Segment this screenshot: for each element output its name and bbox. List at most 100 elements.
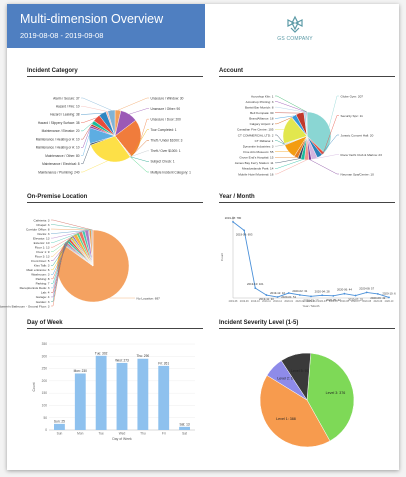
x-tick-label: 2020-10	[385, 300, 394, 303]
section-title: Year / Month	[219, 194, 395, 203]
leader-line	[275, 106, 305, 113]
slice-label: Exterior: 10	[34, 241, 50, 245]
leader-line	[51, 219, 93, 231]
leader-line	[130, 156, 149, 173]
x-tick-label: 2020-04	[318, 300, 327, 303]
year-month-header: Year / Month	[219, 194, 395, 203]
slice-label: Unsecure / Door: 200	[151, 117, 182, 121]
leader-line	[129, 108, 149, 115]
data-point	[321, 294, 324, 297]
leader-line	[328, 95, 339, 127]
slice-label: Multiple Incident Category: 1	[151, 170, 192, 174]
data-label: 2019-12: 10	[270, 291, 285, 295]
leader-line	[310, 159, 339, 175]
leader-line	[131, 129, 149, 157]
x-tick-label: 2019-11	[262, 300, 271, 303]
leader-line	[81, 97, 112, 111]
data-label: Fri: 261	[158, 361, 169, 365]
leader-line	[51, 244, 65, 307]
section-title: Incident Severity Level (1-5)	[219, 320, 395, 329]
leader-line	[81, 126, 91, 148]
x-tick-label: 2020-06	[340, 300, 349, 303]
slice-label: Cafeteria: 3	[34, 218, 50, 222]
pie-slice	[306, 111, 332, 154]
incident-category-header: Incident Category	[27, 68, 203, 77]
x-tick-label: 2020-08	[362, 300, 371, 303]
leader-line	[130, 156, 149, 162]
slice-label: Mobile Hotel Montreal: 16	[238, 172, 274, 176]
slice-label: Chapel: 3	[36, 223, 50, 227]
data-point	[287, 292, 290, 294]
on-premise-location-header: On-Premise Location	[27, 194, 203, 203]
x-tick-label: 2020-01	[284, 300, 293, 303]
slice-label: Kiss Talk: 3	[34, 264, 50, 268]
bar	[95, 355, 107, 430]
leader-line	[51, 230, 89, 234]
logo-icon	[287, 15, 303, 33]
data-label: Mon: 230	[74, 369, 88, 373]
slice-label: Women's Bathroom - Ground Floor: 3	[0, 304, 50, 308]
data-point	[243, 229, 246, 232]
severity-header: Incident Severity Level (1-5)	[219, 320, 395, 329]
slice-label: Dynamite Industries: 3	[243, 144, 274, 148]
leader-line	[51, 230, 87, 239]
x-tick-label: 2019-09	[240, 300, 249, 303]
leader-line	[275, 117, 292, 125]
data-label: 2020-07: 25	[348, 298, 363, 302]
x-tick-label: Sat	[182, 432, 187, 436]
data-label: 2020-09: 42	[370, 296, 385, 300]
x-tick-label: 2019-10	[251, 300, 260, 303]
data-label: 2019-08: 780	[225, 216, 242, 220]
slice-label: Hazard / Fire: 10	[56, 105, 80, 109]
x-tick-label: 2020-09	[373, 300, 382, 303]
x-tick-label: 2019-08	[229, 300, 238, 303]
slice-label: CT COMMERCIAL LTD: 2	[238, 133, 274, 137]
data-point	[343, 292, 346, 295]
data-label: Sun: 25	[54, 419, 65, 423]
slice-label: CT Ridiana: 1	[255, 139, 274, 143]
data-label: 2020-04: 28	[315, 289, 330, 293]
slice-label: Maintenance / Other: 80	[45, 154, 79, 158]
slice-label: Canadian Fire Centre: 105	[237, 128, 274, 132]
section-title: On-Premise Location	[27, 194, 203, 203]
report-page: Multi-dimension Overview 2019-08-08 - 20…	[0, 4, 399, 470]
slice-label: Front Door: 5	[31, 259, 50, 263]
slice-label: Subject Check: 1	[151, 160, 175, 164]
slice-label: Garden: 3	[36, 300, 50, 304]
slice-label: Fine Arts Museum: 55	[243, 150, 273, 154]
x-tick-label: Sun	[57, 432, 63, 436]
slice-label: Grove End's Hospital: 15	[239, 156, 273, 160]
section-title: Day of Week	[27, 320, 203, 329]
report-date-range: 2019-08-08 - 2019-09-08	[20, 31, 104, 40]
slice-label: Level 3: 376	[326, 391, 346, 395]
leader-line	[81, 106, 107, 112]
slice-label: Tour Completed: 1	[151, 128, 177, 132]
y-tick-label: 0	[45, 428, 47, 432]
leader-line	[81, 144, 91, 164]
section-title: Account	[219, 68, 395, 77]
company-logo: GS COMPANY	[275, 14, 315, 46]
slice-label: Security Spc: 11	[341, 114, 364, 118]
slice-label: Receptionists Desk: 3	[20, 286, 50, 290]
x-axis-label: Day of Week	[112, 437, 132, 441]
slice-label: Hazard / Slippery Surface: 38	[38, 121, 80, 125]
y-tick-label: 300	[42, 354, 48, 358]
slice-label: Maintenance / Heating or A: 10	[36, 146, 80, 150]
slice-label: Level 5: 97	[291, 369, 309, 373]
pie-slice	[280, 352, 312, 401]
slice-label: Docks: 3	[37, 232, 49, 236]
slice-label: Theft / Under $1000: 3	[151, 139, 183, 143]
leader-line	[322, 115, 339, 154]
y-tick-label: 50	[43, 416, 47, 420]
slice-label: Parking: 7	[36, 282, 50, 286]
bar	[158, 365, 170, 430]
leader-line	[51, 228, 91, 231]
slice-label: Floor 1: 9	[36, 250, 49, 254]
leader-line	[275, 158, 300, 164]
y-tick-label: 250	[42, 367, 48, 371]
x-tick-label: Wed	[119, 432, 126, 436]
leader-line	[319, 134, 339, 157]
slice-label: Bell Kompaia: 30	[250, 111, 274, 115]
y-tick-label: 150	[42, 391, 48, 395]
